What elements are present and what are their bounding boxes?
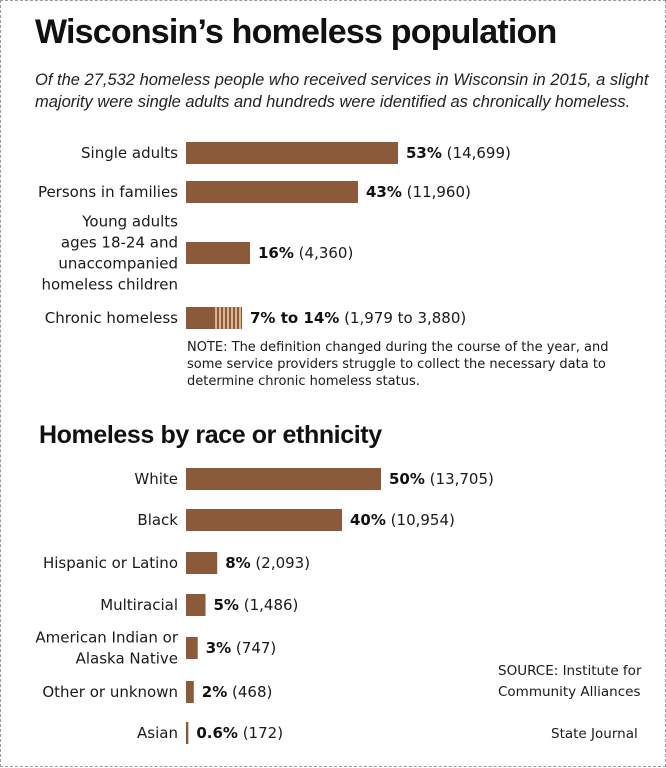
category-label: ages 18-24 and (61, 234, 178, 252)
bar-value-label: 0.6% (172) (196, 724, 283, 742)
bar-value-label: 50% (13,705) (389, 470, 494, 488)
bar-value-label: 3% (747) (206, 639, 277, 657)
bar (186, 142, 398, 164)
percent-label: 5% (214, 596, 239, 614)
count-label: (1,979 to 3,880) (339, 309, 466, 327)
bar (186, 637, 198, 659)
count-label: (14,699) (442, 144, 511, 162)
percent-label: 40% (350, 511, 386, 529)
percent-label: 16% (258, 244, 294, 262)
bar-range (214, 307, 242, 329)
bar (186, 722, 189, 744)
percent-label: 0.6% (196, 724, 238, 742)
bar-value-label: 40% (10,954) (350, 511, 455, 529)
bar-value-label: 7% to 14% (1,979 to 3,880) (250, 309, 466, 327)
bar-value-label: 16% (4,360) (258, 244, 353, 262)
bar (186, 242, 250, 264)
category-label: Multiracial (100, 596, 178, 614)
bar-value-label: 43% (11,960) (366, 183, 471, 201)
category-label: Black (137, 511, 178, 529)
chart-title: Wisconsin’s homeless population (35, 13, 557, 51)
bar (186, 681, 194, 703)
category-label: Young adults (81, 213, 178, 231)
percent-label: 50% (389, 470, 425, 488)
category-label: Persons in families (38, 183, 178, 201)
count-label: (4,360) (294, 244, 353, 262)
bar-value-label: 53% (14,699) (406, 144, 511, 162)
count-label: (172) (238, 724, 283, 742)
category-label: Asian (137, 724, 178, 742)
count-label: (1,486) (239, 596, 298, 614)
category-label: Hispanic or Latino (43, 554, 178, 572)
bar (186, 509, 342, 531)
category-label: Alaska Native (76, 650, 178, 668)
category-label: White (134, 470, 178, 488)
percent-label: 3% (206, 639, 231, 657)
percent-label: 7% to 14% (250, 309, 339, 327)
count-label: (747) (231, 639, 276, 657)
category-label: Other or unknown (42, 683, 178, 701)
count-label: (10,954) (386, 511, 455, 529)
category-label: Single adults (81, 144, 178, 162)
count-label: (11,960) (402, 183, 471, 201)
category-label: American Indian or (35, 629, 178, 647)
category-label: unaccompanied (58, 255, 178, 273)
bar (186, 594, 206, 616)
count-label: (468) (227, 683, 272, 701)
bar (186, 181, 358, 203)
bar (186, 552, 218, 574)
percent-label: 2% (202, 683, 227, 701)
count-label: (2,093) (251, 554, 310, 572)
chronic-homeless-note: NOTE: The definition changed during the … (187, 340, 609, 389)
chart-subtitle: Of the 27,532 homeless people who receiv… (35, 71, 649, 111)
credit: State Journal (551, 726, 638, 742)
bar (186, 307, 214, 329)
percent-label: 8% (225, 554, 250, 572)
bar (186, 468, 381, 490)
bar-value-label: 8% (2,093) (225, 554, 310, 572)
percent-label: 43% (366, 183, 402, 201)
source-note: SOURCE: Institute for Community Alliance… (498, 663, 642, 700)
bar-value-label: 5% (1,486) (214, 596, 299, 614)
count-label: (13,705) (425, 470, 494, 488)
category-label: homeless children (41, 276, 178, 294)
category-label: Chronic homeless (45, 309, 178, 327)
section-title-race: Homeless by race or ethnicity (39, 421, 382, 449)
percent-label: 53% (406, 144, 442, 162)
bar-value-label: 2% (468) (202, 683, 273, 701)
